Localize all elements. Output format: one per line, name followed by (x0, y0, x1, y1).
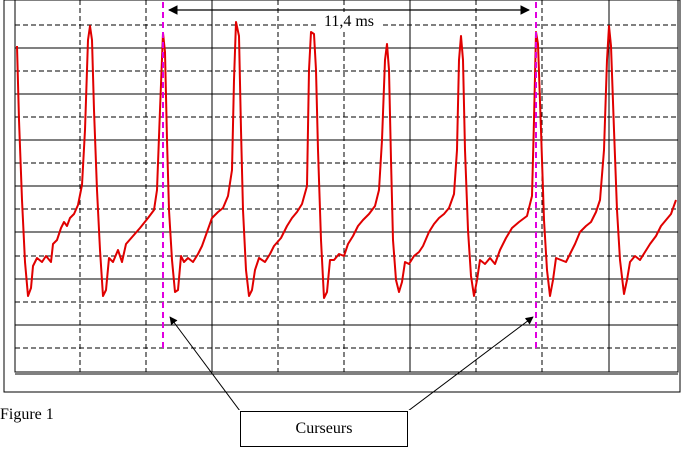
cursors-callout-box: Curseurs (240, 411, 408, 447)
callout-label: Curseurs (295, 420, 353, 437)
oscilloscope-figure: 11,4 ms (3, 0, 681, 410)
grid-vertical-solid (211, 0, 610, 372)
callout-pointers (169, 316, 534, 410)
measurement-arrow: 11,4 ms (168, 5, 530, 30)
scope-screen (14, 0, 679, 375)
grid-horizontal-solid (15, 47, 678, 326)
figure-label: Figure 1 (0, 406, 54, 423)
measurement-label: 11,4 ms (324, 13, 374, 30)
signal-trace (16, 21, 677, 299)
grid-horizontal-dashed (15, 24, 678, 349)
outer-frame (3, 0, 681, 393)
